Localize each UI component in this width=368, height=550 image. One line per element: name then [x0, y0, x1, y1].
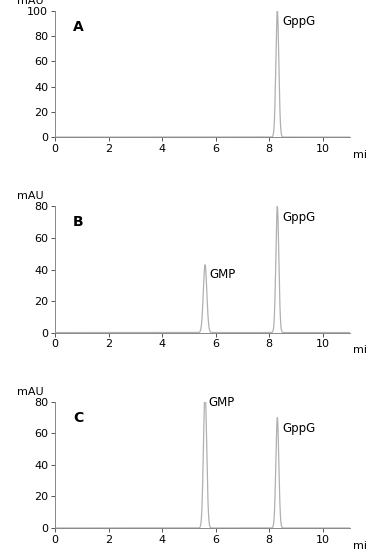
Text: mAU: mAU [17, 387, 43, 397]
Text: min: min [353, 345, 368, 355]
Text: GppG: GppG [283, 15, 316, 28]
Text: GMP: GMP [208, 395, 234, 409]
Text: mAU: mAU [17, 191, 43, 201]
Text: min: min [353, 541, 368, 550]
Text: min: min [353, 150, 368, 160]
Text: GppG: GppG [283, 211, 316, 224]
Text: GppG: GppG [283, 422, 316, 436]
Text: A: A [73, 20, 84, 34]
Text: B: B [73, 215, 84, 229]
Text: GMP: GMP [209, 268, 236, 281]
Text: mAU: mAU [17, 0, 43, 6]
Text: C: C [73, 411, 83, 425]
